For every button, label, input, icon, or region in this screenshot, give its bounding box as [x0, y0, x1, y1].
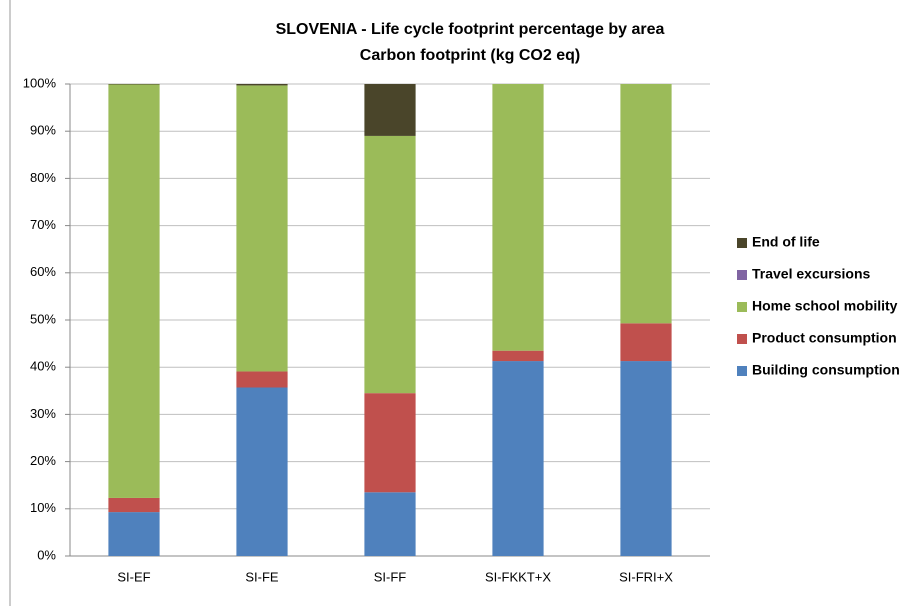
bar-segment: [108, 512, 160, 556]
x-tick-label: SI-FF: [374, 569, 407, 584]
bar-segment: [108, 84, 160, 498]
x-tick-label: SI-EF: [117, 569, 150, 584]
legend-label: Building consumption: [752, 362, 900, 378]
y-tick-label: 20%: [30, 453, 56, 468]
chart-title: SLOVENIA - Life cycle footprint percenta…: [276, 21, 665, 38]
y-tick-label: 100%: [23, 75, 57, 90]
legend-swatch: [737, 270, 747, 280]
legend-swatch: [737, 238, 747, 248]
bar-segment: [236, 85, 288, 372]
legend-swatch: [737, 366, 747, 376]
x-tick-label: SI-FE: [245, 569, 279, 584]
y-tick-label: 80%: [30, 170, 56, 185]
y-tick-label: 0%: [37, 547, 56, 562]
chart-subtitle: Carbon footprint (kg CO2 eq): [360, 47, 580, 64]
bar-segment: [620, 361, 672, 556]
bar-segment: [236, 84, 288, 86]
bar-segment: [364, 135, 416, 394]
legend-label: Home school mobility: [752, 298, 898, 314]
y-tick-label: 90%: [30, 123, 56, 138]
y-tick-label: 10%: [30, 500, 56, 515]
bar-segment: [620, 323, 672, 362]
bar-segment: [364, 84, 416, 136]
bar-segment: [236, 387, 288, 556]
bar-segment: [364, 393, 416, 493]
bar-segment: [108, 497, 160, 513]
bar-segment: [492, 84, 544, 351]
x-tick-label: SI-FKKT+X: [485, 569, 551, 584]
y-tick-label: 50%: [30, 311, 56, 326]
legend-swatch: [737, 334, 747, 344]
y-tick-label: 70%: [30, 217, 56, 232]
bar-segment: [236, 371, 288, 388]
bar-segment: [364, 492, 416, 556]
x-tick-label: SI-FRI+X: [619, 569, 673, 584]
legend-label: End of life: [752, 234, 820, 250]
legend-swatch: [737, 302, 747, 312]
y-tick-label: 60%: [30, 264, 56, 279]
y-tick-label: 40%: [30, 359, 56, 374]
legend-label: Travel excursions: [752, 266, 871, 282]
bar-segment: [492, 361, 544, 556]
bar-segment: [620, 84, 672, 324]
y-tick-label: 30%: [30, 406, 56, 421]
bar-segment: [492, 350, 544, 362]
legend-label: Product consumption: [752, 330, 897, 346]
